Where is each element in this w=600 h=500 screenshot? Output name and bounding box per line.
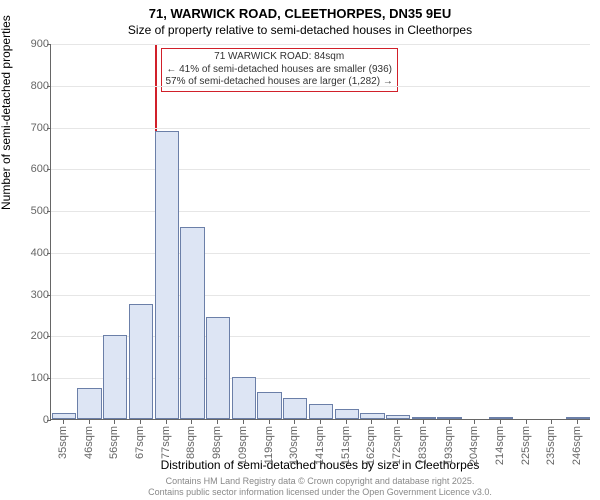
- x-tick-label: 235sqm: [545, 426, 557, 465]
- x-tick-label: 162sqm: [365, 426, 377, 465]
- gridline: [51, 128, 590, 129]
- x-tick-mark: [320, 420, 321, 424]
- y-tick-mark: [47, 86, 51, 87]
- bar: [129, 304, 153, 419]
- bar: [386, 415, 410, 419]
- x-tick-mark: [243, 420, 244, 424]
- gridline: [51, 86, 590, 87]
- y-tick-label: 400: [7, 247, 49, 259]
- x-tick-label: 88sqm: [185, 426, 197, 459]
- gridline: [51, 44, 590, 45]
- x-tick-mark: [551, 420, 552, 424]
- y-tick-mark: [47, 420, 51, 421]
- annotation-line-1: 71 WARWICK ROAD: 84sqm: [166, 51, 393, 64]
- x-tick-label: 130sqm: [288, 426, 300, 465]
- x-tick-label: 193sqm: [443, 426, 455, 465]
- bar: [489, 417, 513, 419]
- x-tick-mark: [217, 420, 218, 424]
- bar: [360, 413, 384, 419]
- x-tick-label: 109sqm: [237, 426, 249, 465]
- bar: [206, 317, 230, 419]
- chart-subtitle: Size of property relative to semi-detach…: [0, 23, 600, 37]
- annotation-line-2: ← 41% of semi-detached houses are smalle…: [166, 64, 393, 77]
- y-tick-mark: [47, 295, 51, 296]
- bar: [77, 388, 101, 419]
- x-tick-mark: [294, 420, 295, 424]
- x-tick-label: 46sqm: [83, 426, 95, 459]
- gridline: [51, 169, 590, 170]
- x-tick-label: 56sqm: [108, 426, 120, 459]
- x-tick-label: 98sqm: [211, 426, 223, 459]
- x-tick-mark: [577, 420, 578, 424]
- bar: [283, 398, 307, 419]
- x-tick-mark: [140, 420, 141, 424]
- x-tick-mark: [89, 420, 90, 424]
- y-tick-label: 600: [7, 163, 49, 175]
- bar: [437, 417, 461, 419]
- x-tick-mark: [346, 420, 347, 424]
- bar: [180, 227, 204, 419]
- x-tick-label: 67sqm: [134, 426, 146, 459]
- x-tick-label: 225sqm: [520, 426, 532, 465]
- x-tick-mark: [500, 420, 501, 424]
- x-tick-label: 77sqm: [160, 426, 172, 459]
- plot-area: 71 WARWICK ROAD: 84sqm ← 41% of semi-det…: [50, 44, 590, 420]
- x-tick-label: 246sqm: [571, 426, 583, 465]
- bar: [155, 131, 179, 419]
- x-tick-label: 119sqm: [263, 426, 275, 464]
- y-tick-mark: [47, 169, 51, 170]
- x-tick-label: 204sqm: [468, 426, 480, 465]
- y-tick-label: 0: [7, 414, 49, 426]
- x-tick-label: 151sqm: [340, 426, 352, 465]
- x-tick-mark: [269, 420, 270, 424]
- y-tick-mark: [47, 378, 51, 379]
- x-tick-label: 172sqm: [391, 426, 403, 465]
- chart-title: 71, WARWICK ROAD, CLEETHORPES, DN35 9EU: [0, 6, 600, 21]
- x-tick-mark: [423, 420, 424, 424]
- x-tick-mark: [114, 420, 115, 424]
- bar: [52, 413, 76, 419]
- x-tick-mark: [63, 420, 64, 424]
- bar: [309, 404, 333, 419]
- y-tick-label: 100: [7, 372, 49, 384]
- x-tick-label: 141sqm: [314, 426, 326, 465]
- x-tick-label: 214sqm: [494, 426, 506, 465]
- bar: [335, 409, 359, 419]
- y-tick-mark: [47, 44, 51, 45]
- x-tick-mark: [449, 420, 450, 424]
- x-tick-mark: [166, 420, 167, 424]
- x-tick-mark: [474, 420, 475, 424]
- y-tick-label: 500: [7, 205, 49, 217]
- y-tick-mark: [47, 211, 51, 212]
- chart-root: { "title": "71, WARWICK ROAD, CLEETHORPE…: [0, 0, 600, 500]
- gridline: [51, 211, 590, 212]
- y-tick-mark: [47, 336, 51, 337]
- x-tick-label: 183sqm: [417, 426, 429, 465]
- y-tick-label: 700: [7, 122, 49, 134]
- credit-block: Contains HM Land Registry data © Crown c…: [50, 476, 590, 499]
- y-tick-mark: [47, 128, 51, 129]
- y-tick-label: 300: [7, 289, 49, 301]
- bar: [232, 377, 256, 419]
- x-tick-label: 35sqm: [57, 426, 69, 459]
- y-tick-mark: [47, 253, 51, 254]
- credit-line-1: Contains HM Land Registry data © Crown c…: [50, 476, 590, 487]
- bar: [103, 335, 127, 419]
- title-block: 71, WARWICK ROAD, CLEETHORPES, DN35 9EU …: [0, 6, 600, 37]
- x-tick-mark: [371, 420, 372, 424]
- x-tick-mark: [191, 420, 192, 424]
- x-tick-mark: [526, 420, 527, 424]
- y-tick-label: 900: [7, 38, 49, 50]
- bar: [566, 417, 590, 419]
- y-tick-label: 800: [7, 80, 49, 92]
- gridline: [51, 295, 590, 296]
- credit-line-2: Contains public sector information licen…: [50, 487, 590, 498]
- y-tick-label: 200: [7, 330, 49, 342]
- x-tick-mark: [397, 420, 398, 424]
- bar: [257, 392, 281, 419]
- bar: [412, 417, 436, 419]
- gridline: [51, 253, 590, 254]
